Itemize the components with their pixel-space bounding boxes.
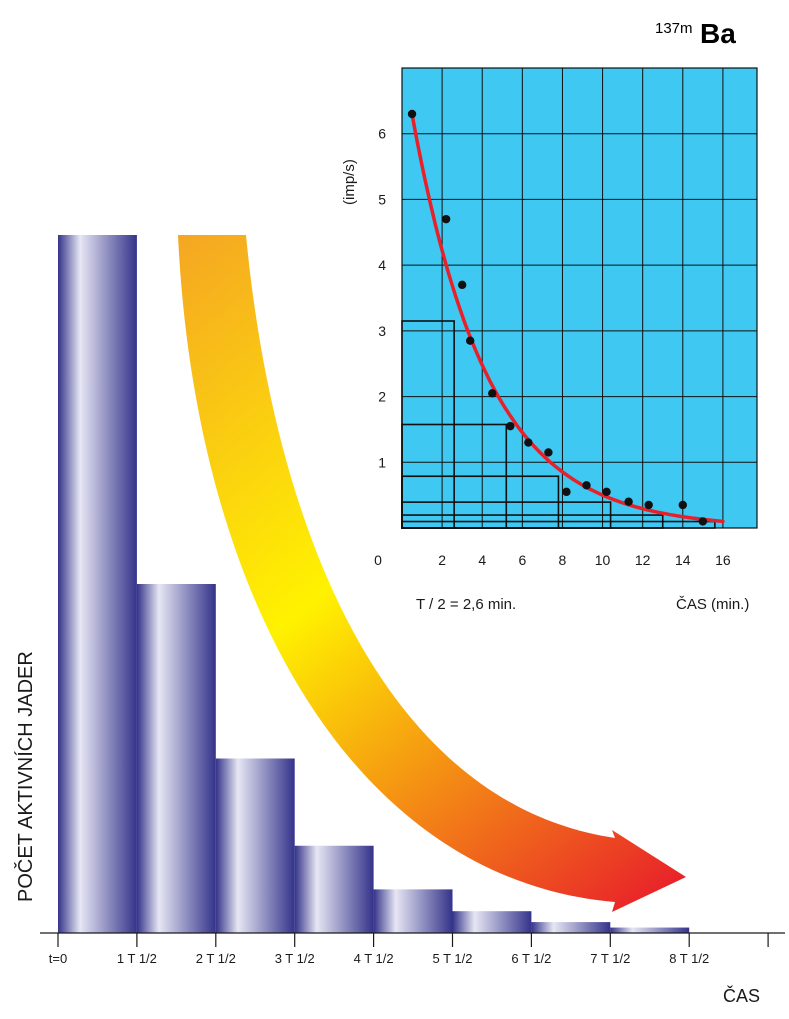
data-point — [678, 500, 687, 510]
data-point — [624, 497, 633, 506]
bar — [136, 584, 216, 933]
data-point — [457, 280, 467, 290]
bar — [58, 235, 137, 933]
inset-y-tick-label: 1 — [378, 454, 386, 470]
data-point — [506, 421, 515, 431]
inset-x-tick-label: 14 — [675, 552, 691, 568]
inset-y-axis-label: (imp/s) — [341, 159, 358, 205]
nuclide-mass: 137m — [655, 20, 693, 37]
bar — [531, 922, 611, 933]
inset-x-tick-label: 8 — [559, 552, 567, 568]
data-point — [441, 214, 451, 224]
inset-y-tick-label: 2 — [378, 389, 386, 405]
x-tick-label: 1 T 1/2 — [117, 951, 157, 966]
data-point — [488, 389, 497, 398]
plot-background — [402, 68, 757, 528]
decay-arrow — [178, 235, 686, 912]
x-tick-label: 5 T 1/2 — [433, 951, 473, 966]
bar — [373, 889, 453, 933]
data-point — [465, 336, 475, 345]
bar — [452, 911, 532, 933]
x-tick-label: 3 T 1/2 — [275, 951, 315, 966]
x-tick-label: 8 T 1/2 — [669, 951, 709, 966]
y-axis-label: POČET AKTIVNÍCH JADER — [14, 651, 37, 902]
inset-x-tick-label: 12 — [635, 552, 651, 568]
inset-y-tick-label: 3 — [378, 323, 386, 339]
data-point — [524, 438, 533, 447]
data-point — [562, 487, 571, 497]
data-point — [407, 109, 417, 119]
data-point — [582, 481, 591, 490]
fit-curve — [410, 112, 725, 524]
inset-x-tick-label: 0 — [374, 552, 382, 568]
x-tick-label: 4 T 1/2 — [354, 951, 394, 966]
data-point — [698, 517, 708, 526]
inset-x-tick-label: 16 — [715, 552, 731, 568]
inset-x-tick-label: 10 — [595, 552, 611, 568]
bar — [610, 927, 690, 933]
inset-x-tick-label: 4 — [478, 552, 486, 568]
decay-bar-chart: t=0 1 T 1/2 2 T 1/2 3 T 1/2 4 T 1/2 5 T 1/2 6 … — [14, 235, 785, 1006]
x-tick-label: 6 T 1/2 — [511, 951, 551, 966]
nuclide-label: 137m Ba — [655, 18, 736, 49]
data-point — [544, 448, 553, 457]
data-point — [602, 487, 611, 497]
x-axis-label: ČAS — [723, 985, 760, 1006]
bar — [294, 845, 374, 933]
nuclide-symbol: Ba — [700, 18, 736, 49]
x-tick-label: 7 T 1/2 — [590, 951, 630, 966]
bar — [215, 758, 295, 933]
plot-frame — [401, 67, 758, 529]
inset-x-axis-label: ČAS (min.) — [676, 596, 749, 613]
inset-x-tick-label: 2 — [438, 552, 446, 568]
x-tick-label: 2 T 1/2 — [196, 951, 236, 966]
inset-y-tick-label: 6 — [378, 126, 386, 142]
inset-y-tick-label: 5 — [378, 191, 386, 207]
x-tick-label: t=0 — [49, 951, 67, 966]
inset-y-tick-label: 4 — [378, 257, 386, 273]
half-life-annotation: T / 2 = 2,6 min. — [416, 596, 516, 613]
inset-x-tick-label: 6 — [518, 552, 526, 568]
data-point — [644, 500, 653, 510]
